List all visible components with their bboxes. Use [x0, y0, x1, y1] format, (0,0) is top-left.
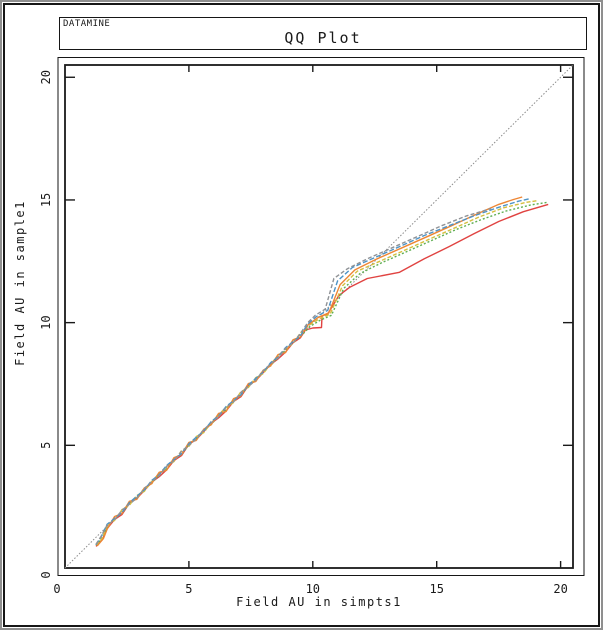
series-green [95, 201, 548, 546]
x-axis-title: Field AU in simpts1 [236, 595, 402, 609]
window-content [3, 3, 600, 627]
x-tick-label: 15 [429, 582, 443, 596]
y-axis-title: Field AU in sample1 [13, 200, 27, 366]
page-title: QQ Plot [284, 29, 362, 47]
series-blue [95, 198, 530, 546]
series-gray [95, 207, 492, 545]
y-tick-label: 5 [39, 442, 53, 449]
x-tick-label: 20 [553, 582, 567, 596]
app-label: DATAMINE [63, 19, 111, 29]
x-tick-label: 5 [185, 582, 192, 596]
y-tick-label: 10 [39, 315, 53, 329]
series-gold [95, 200, 538, 546]
chart-header: DATAMINE QQ Plot [59, 17, 587, 50]
y-tick-label: 15 [39, 193, 53, 207]
x-tick-label: 10 [306, 582, 320, 596]
y-tick-label: 20 [39, 70, 53, 84]
axes-box [64, 64, 574, 569]
series-orange [96, 196, 523, 547]
series-red [95, 203, 549, 547]
plot-outer-frame [57, 57, 585, 576]
x-tick-label: 0 [53, 582, 60, 596]
y-tick-label: 0 [39, 571, 53, 578]
